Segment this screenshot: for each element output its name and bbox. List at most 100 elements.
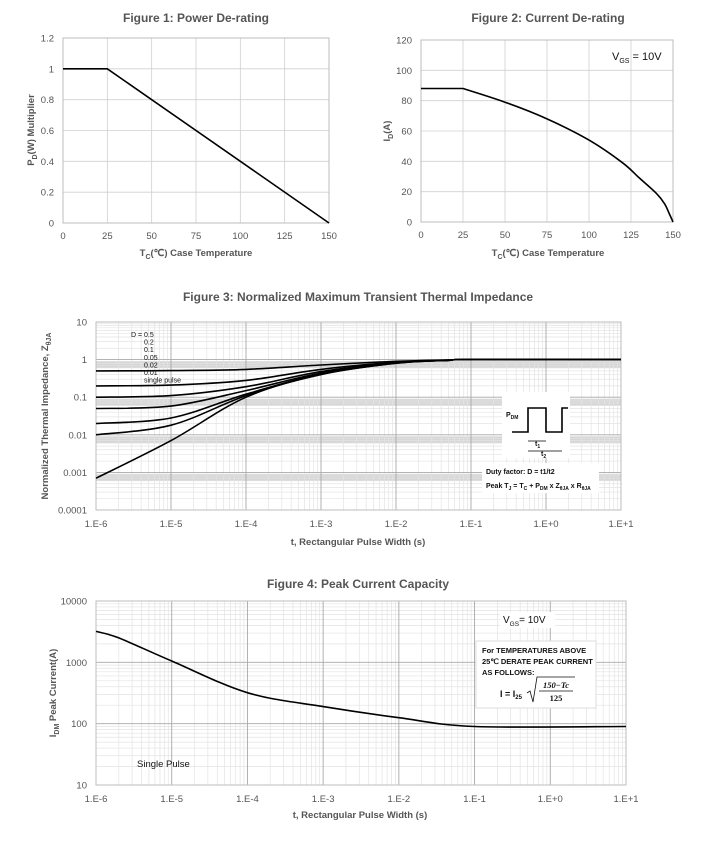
figure-3-pulse-inset: PDM t1 t2 Duty factor: D = t1/t2 Peak TJ…	[482, 392, 599, 493]
figure-4-derate-note-box	[475, 640, 597, 709]
inset-background	[502, 392, 570, 458]
derate-note-line-1: For TEMPERATURES ABOVE	[482, 646, 586, 655]
f3-ytick: 0.01	[69, 430, 88, 441]
f3-xtick: 1.E-1	[460, 519, 483, 530]
f3-ytick: 0.1	[74, 393, 87, 404]
f1-ytick: 0.6	[41, 126, 54, 137]
f1-ytick: 0.2	[41, 188, 54, 199]
inset-pulse-waveform	[512, 407, 568, 433]
f4-xtick: 1.E-6	[85, 794, 108, 805]
derate-note-line-2: 25℃ DERATE PEAK CURRENT	[482, 657, 593, 666]
figure-4-vgs-background	[500, 612, 555, 628]
figure-3-legend-entry: single pulse	[144, 378, 181, 385]
figure-3-xlabel: t, Rectangular Pulse Width (s)	[291, 537, 426, 548]
f3-ytick: 0.001	[63, 468, 87, 479]
f4-ytick: 1000	[66, 658, 87, 669]
inset-duty-factor: Duty factor: D = t1/t2	[486, 469, 555, 476]
f2-ytick: 40	[401, 157, 412, 168]
inset-peak-formula: Peak TJ = TC + PDM x ZθJA x RθJA	[486, 483, 591, 492]
f3-xtick: 1.E-4	[235, 519, 258, 530]
f1-xtick: 75	[191, 231, 202, 242]
figure-3-band	[96, 436, 621, 444]
f2-ytick: 100	[396, 66, 412, 77]
figure-1-title: Figure 1: Power De-rating	[123, 11, 269, 25]
f2-ytick: 0	[407, 218, 412, 229]
figure-3-legend-entry: 0.1	[144, 347, 154, 354]
figure-4-ylabel: IDM Peak Current(A)	[48, 649, 61, 738]
f1-ytick: 0	[49, 219, 54, 230]
f4-xtick: 1.E+1	[613, 794, 638, 805]
derate-note-line-3: AS FOLLOWS:	[482, 668, 535, 677]
figure-2-ylabel: ID(A)	[382, 121, 395, 142]
f4-xtick: 1.E-1	[463, 794, 486, 805]
figure-4: Figure 4: Peak Current Capacity 1.E-6 1.E…	[48, 577, 639, 821]
f2-xtick: 25	[458, 230, 469, 241]
f2-xtick: 125	[623, 230, 639, 241]
figure-1-ylabel: PD(W) Multiplier	[26, 94, 39, 166]
figure-2-xlabel: TC(℃) Case Temperature	[492, 248, 605, 261]
inset-pdm-label: PDM	[506, 412, 518, 421]
f2-ytick: 60	[401, 127, 412, 138]
f2-xtick: 50	[500, 230, 511, 241]
f4-ytick: 100	[71, 719, 87, 730]
f3-xtick: 1.E-6	[85, 519, 108, 530]
f2-xtick: 150	[665, 230, 681, 241]
f2-xtick: 100	[581, 230, 597, 241]
figure-3-series-line	[95, 358, 622, 479]
f4-xtick: 1.E-5	[160, 794, 183, 805]
f1-xtick: 0	[60, 231, 65, 242]
f1-ytick: 0.4	[41, 157, 54, 168]
f2-ytick: 120	[396, 36, 412, 47]
figure-3-band	[96, 474, 621, 481]
figure-2-plot-frame	[420, 39, 674, 223]
derate-formula-numerator: 150−Tc	[543, 680, 569, 690]
f2-xtick: 0	[418, 230, 423, 241]
figure-2-vgs-annotation: VGS = 10V	[612, 51, 662, 65]
f4-ytick: 10	[76, 781, 87, 792]
inset-text-background	[482, 463, 599, 493]
figure-2-title: Figure 2: Current De-rating	[471, 11, 624, 25]
f4-xtick: 1.E-2	[387, 794, 410, 805]
f4-xtick: 1.E+0	[538, 794, 563, 805]
f1-ytick: 1.2	[41, 34, 54, 45]
f2-ytick: 80	[401, 96, 412, 107]
derate-formula-denominator: 125	[550, 693, 563, 703]
figure-4-title: Figure 4: Peak Current Capacity	[267, 577, 449, 591]
f1-xtick: 125	[277, 231, 293, 242]
figure-3-legend-entry: D = 0.5	[131, 332, 154, 339]
f1-xtick: 150	[321, 231, 337, 242]
f3-xtick: 1.E+0	[533, 519, 558, 530]
inset-t1-label: t1	[535, 441, 540, 450]
figure-2-curve	[421, 87, 674, 223]
f1-xtick: 25	[102, 231, 113, 242]
f3-xtick: 1.E+1	[608, 519, 633, 530]
f1-xtick: 100	[232, 231, 248, 242]
f1-xtick: 50	[146, 231, 157, 242]
figure-2: Figure 2: Current De-rating 0 25 50 75 100 12…	[382, 11, 681, 261]
figure-1-xlabel: TC(℃) Case Temperature	[140, 248, 253, 261]
figure-3-title: Figure 3: Normalized Maximum Transient T…	[183, 290, 533, 304]
f3-xtick: 1.E-5	[160, 519, 183, 530]
figure-4-curve	[95, 630, 627, 728]
figure-3-legend-entry: 0.05	[144, 355, 158, 362]
figure-3: Figure 3: Normalized Maximum Transient T…	[40, 290, 634, 548]
derate-formula-sqrt	[526, 676, 575, 703]
f4-ytick: 10000	[61, 597, 87, 608]
f3-ytick: 10	[76, 318, 87, 329]
figure-3-legend-entry: 0.2	[144, 340, 154, 347]
figure-4-xlabel: t, Rectangular Pulse Width (s)	[293, 810, 428, 821]
inset-t2-label: t2	[541, 451, 546, 460]
f3-xtick: 1.E-3	[310, 519, 333, 530]
single-pulse-label: Single Pulse	[137, 759, 190, 770]
f1-ytick: 1	[49, 64, 54, 75]
figure-3-legend-entry: 0.02	[144, 362, 158, 369]
figure-1-curve	[63, 68, 330, 224]
f3-ytick: 0.0001	[58, 506, 87, 517]
figure-1: Figure 1: Power De-rating 0 25 50 75 100 125 1…	[26, 11, 337, 261]
figure-3-band	[96, 398, 621, 406]
f1-ytick: 0.8	[41, 95, 54, 106]
figure-3-plot-frame	[95, 321, 622, 511]
f4-xtick: 1.E-3	[312, 794, 335, 805]
